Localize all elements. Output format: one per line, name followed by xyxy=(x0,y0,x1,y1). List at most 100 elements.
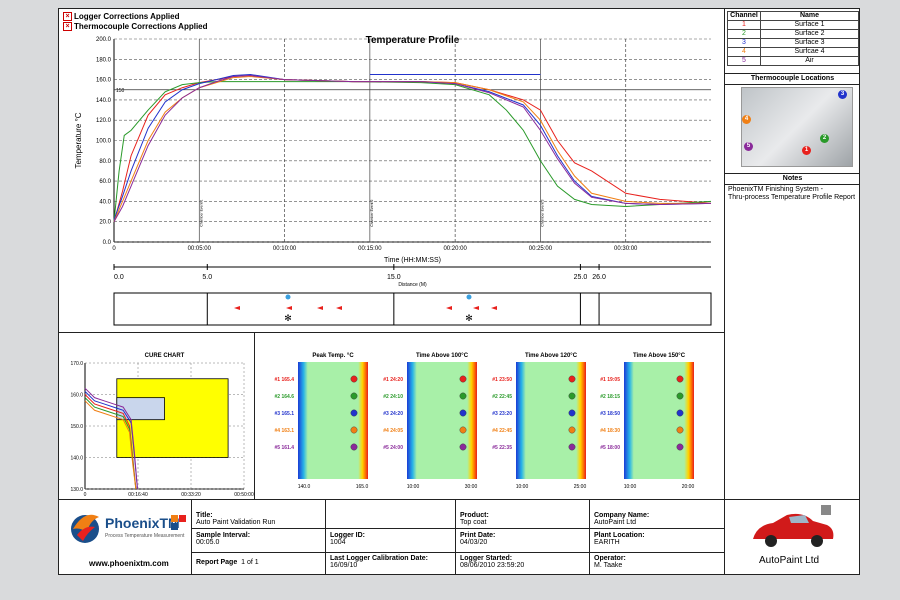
stat-value: #2 22:45 xyxy=(492,394,512,400)
x-tick-label: 00:20:00 xyxy=(443,246,467,252)
channel-name: Surfcae 4 xyxy=(759,47,860,57)
print-label: Print Date: xyxy=(460,532,496,539)
started-value: 08/06/2010 23:59:20 xyxy=(460,562,525,569)
y-tick-label: 80.0 xyxy=(99,159,111,165)
logger-value: 1004 xyxy=(330,539,346,546)
close-icon: × xyxy=(63,12,72,21)
stat-min: 140.0 xyxy=(298,484,311,490)
stat-marker xyxy=(350,409,358,417)
stat-band xyxy=(624,362,694,479)
thermocouple-corrections-flag: × Thermocouple Corrections Applied xyxy=(63,22,208,31)
channel-row: 4 Surfcae 4 xyxy=(727,47,860,57)
stat-value: #2 18:15 xyxy=(600,394,620,400)
thermocouple-location-photo: 3 4 2 5 1 xyxy=(741,87,853,167)
company-field: Company Name: AutoPaint Ltd xyxy=(594,512,649,526)
stat-value: #4 18:30 xyxy=(600,428,620,434)
stat-value: #1 165.4 xyxy=(275,377,295,383)
airflow-icon xyxy=(285,294,291,300)
reference-line-label: 150 xyxy=(116,88,125,94)
y-axis-label: Temperature °C xyxy=(74,112,83,168)
stat-value: #5 24:00 xyxy=(383,445,403,451)
stat-value: #1 23:50 xyxy=(492,377,512,383)
series-line-1 xyxy=(113,75,712,222)
calibration-value: 16/09/10 xyxy=(330,562,358,569)
channel-name: Air xyxy=(759,56,860,66)
car-icon xyxy=(753,505,834,547)
stat-max: 165.0 xyxy=(356,484,369,490)
channel-header: Channel xyxy=(727,11,761,21)
x-tick-label: 00:10:00 xyxy=(273,246,297,252)
product-field: Product: Top coat xyxy=(460,512,489,526)
stat-marker xyxy=(676,426,684,434)
page-value: 1 of 1 xyxy=(241,559,259,566)
operator-label: Operator: xyxy=(594,555,626,562)
cure-x-tick: 00:16:40 xyxy=(128,492,148,498)
tc-title-divider xyxy=(725,84,860,85)
cure-series-5 xyxy=(84,387,138,490)
statistics-panel: Peak Temp. °C #1 165.4 #2 164.6 #3 165.1 #4 … xyxy=(275,353,695,490)
stat-marker xyxy=(676,409,684,417)
started-label: Logger Started: xyxy=(460,555,513,562)
channel-row: 3 Surface 3 xyxy=(727,38,860,48)
website-link[interactable]: www.phoenixtm.com xyxy=(89,559,169,568)
stat-value: #5 161.4 xyxy=(275,445,295,451)
stat-marker xyxy=(459,375,467,383)
plant-value: EARITH xyxy=(594,539,620,546)
airflow-icon xyxy=(466,294,472,300)
close-icon: × xyxy=(63,22,72,31)
stat-title: Peak Temp. °C xyxy=(312,353,354,359)
x-tick-label: 00:25:00 xyxy=(529,246,553,252)
stat-marker xyxy=(459,392,467,400)
y-tick-label: 200.0 xyxy=(96,37,112,43)
chamber-event-label: Chamber Event 2 xyxy=(370,199,374,226)
x-axis-label: Time (HH:MM:SS) xyxy=(384,257,441,264)
channel-row: 5 Air xyxy=(727,56,860,66)
series-line-4 xyxy=(113,76,711,222)
distance-tick-label: 26.0 xyxy=(592,274,606,281)
fan-icon: ✻ xyxy=(284,313,292,323)
heater-icon xyxy=(473,306,479,310)
interval-label: Sample Interval: xyxy=(196,532,251,539)
channel-name: Surface 3 xyxy=(759,38,860,48)
logger-field: Logger ID: 1004 xyxy=(330,532,365,546)
logger-corrections-flag: × Logger Corrections Applied xyxy=(63,12,180,21)
stat-value: #2 164.6 xyxy=(275,394,295,400)
cure-chart: CURE CHART 130.0 140.0 150.0 160.0 170.0 0 00:1… xyxy=(70,353,253,498)
phoenix-bird-icon xyxy=(71,514,99,543)
stat-value: #3 23:20 xyxy=(492,411,512,417)
operator-value: M. Taake xyxy=(594,562,623,569)
channel-row: 2 Surface 2 xyxy=(727,29,860,39)
print-value: 04/03/20 xyxy=(460,539,488,546)
stat-marker xyxy=(459,443,467,451)
stat-band xyxy=(407,362,477,479)
y-tick-label: 60.0 xyxy=(99,179,111,185)
cure-y-tick: 140.0 xyxy=(70,456,83,462)
stat-marker xyxy=(350,426,358,434)
title-label: Title: xyxy=(196,512,213,519)
channel-id: 1 xyxy=(727,20,761,30)
stat-value: #3 165.1 xyxy=(275,411,295,417)
footer-col-2 xyxy=(455,499,456,575)
plant-label: Plant Location: xyxy=(594,532,645,539)
stat-min: 10:00 xyxy=(624,484,637,490)
footer-col-1 xyxy=(325,499,326,575)
distance-tick-label: 5.0 xyxy=(202,274,212,281)
notes-line-2: Thru-process Temperature Profile Report xyxy=(728,194,856,201)
heater-icon xyxy=(317,306,323,310)
started-field: Logger Started: 08/06/2010 23:59:20 xyxy=(460,555,524,569)
name-header: Name xyxy=(759,11,860,21)
phoenix-logo: PhoenixTM Process Temperature Measuremen… xyxy=(63,505,191,571)
tc-locations-title: Thermocouple Locations xyxy=(750,75,835,82)
chamber-event-label: Chamber Event 1 xyxy=(199,199,203,226)
stat-marker xyxy=(676,443,684,451)
notes-divider xyxy=(725,173,860,174)
footer-row-1 xyxy=(191,528,724,529)
chamber-event-label: Chamber Event 3 xyxy=(540,199,544,226)
location-badge-3: 3 xyxy=(838,90,847,99)
stat-value: #3 18:50 xyxy=(600,411,620,417)
tc-divider xyxy=(725,73,860,74)
cure-y-tick: 150.0 xyxy=(70,424,83,430)
x-tick-label: 00:05:00 xyxy=(188,246,212,252)
calibration-label: Last Logger Calibration Date: xyxy=(330,555,429,562)
client-name: AutoPaint Ltd xyxy=(759,555,820,566)
